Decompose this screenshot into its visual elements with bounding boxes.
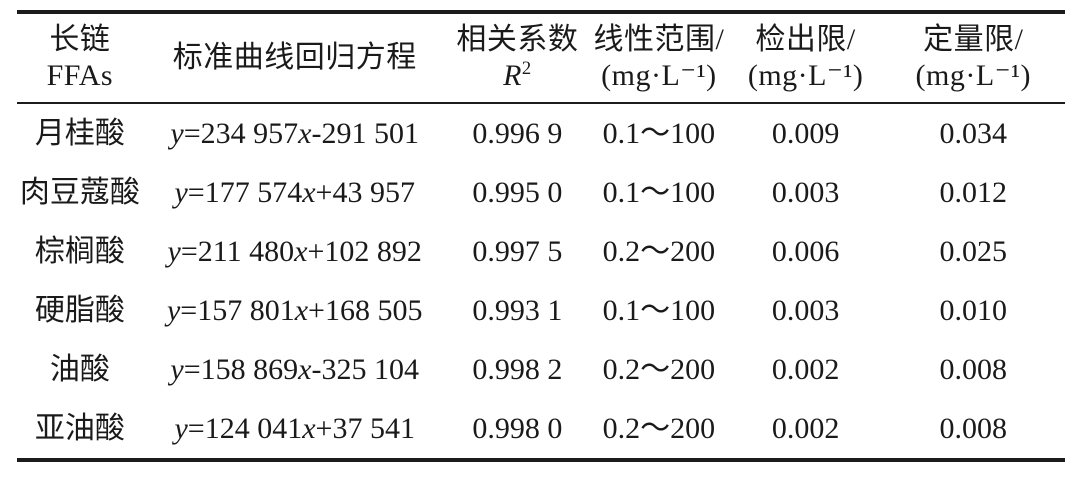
cell-quantification-limit: 0.010 bbox=[939, 293, 1008, 327]
cell-equation: y=158 869x-325 104 bbox=[170, 352, 419, 386]
header-row: 长链FFAs 标准曲线回归方程 相关系数 R2 线性范围/ (mg·L⁻¹) 检… bbox=[17, 12, 1065, 103]
cell-linear-range: 0.1～100 bbox=[602, 293, 716, 327]
cell-linear-range: 0.1～100 bbox=[602, 116, 716, 150]
cell-ffa-name: 硬脂酸 bbox=[34, 293, 125, 327]
column-header-label: 长链FFAs bbox=[46, 23, 114, 92]
column-header-unit: (mg·L⁻¹) bbox=[747, 59, 864, 92]
cell-r-squared: 0.998 2 bbox=[472, 352, 563, 386]
column-header-label: 标准曲线回归方程 bbox=[172, 41, 417, 74]
cell-quantification-limit: 0.008 bbox=[939, 352, 1008, 386]
column-header-unit: (mg·L⁻¹) bbox=[601, 59, 717, 92]
cell-detection-limit: 0.003 bbox=[771, 293, 840, 327]
cell-detection-limit: 0.002 bbox=[771, 352, 840, 386]
cell-equation: y=177 574x+43 957 bbox=[174, 175, 415, 209]
cell-equation: y=211 480x+102 892 bbox=[167, 234, 422, 268]
paper-table-figure: 长链FFAs 标准曲线回归方程 相关系数 R2 线性范围/ (mg·L⁻¹) 检… bbox=[17, 10, 1065, 462]
table-row: 棕榈酸 y=211 480x+102 892 0.997 5 0.2～200 0… bbox=[17, 222, 1065, 281]
cell-linear-range: 0.2～200 bbox=[602, 411, 716, 445]
table-row: 月桂酸 y=234 957x-291 501 0.996 9 0.1～100 0… bbox=[17, 103, 1065, 163]
cell-quantification-limit: 0.008 bbox=[939, 411, 1008, 445]
cell-ffa-name: 棕榈酸 bbox=[34, 234, 125, 268]
cell-r-squared: 0.993 1 bbox=[472, 293, 563, 327]
column-header-quantification-limit: 定量限/ (mg·L⁻¹) bbox=[882, 12, 1065, 103]
cell-detection-limit: 0.002 bbox=[771, 411, 840, 445]
cell-quantification-limit: 0.025 bbox=[939, 234, 1008, 268]
cell-ffa-name: 月桂酸 bbox=[34, 116, 125, 150]
cell-equation: y=124 041x+37 541 bbox=[174, 411, 415, 445]
table-row: 油酸 y=158 869x-325 104 0.998 2 0.2～200 0.… bbox=[17, 340, 1065, 399]
table-row: 肉豆蔻酸 y=177 574x+43 957 0.995 0 0.1～100 0… bbox=[17, 163, 1065, 222]
cell-quantification-limit: 0.034 bbox=[939, 116, 1008, 150]
cell-detection-limit: 0.006 bbox=[771, 234, 840, 268]
cell-linear-range: 0.2～200 bbox=[602, 352, 716, 386]
cell-linear-range: 0.2～200 bbox=[602, 234, 716, 268]
cell-equation: y=234 957x-291 501 bbox=[170, 116, 419, 150]
cell-equation: y=157 801x+168 505 bbox=[166, 293, 423, 327]
column-header-r-squared: 相关系数 R2 bbox=[447, 12, 588, 103]
table-body: 月桂酸 y=234 957x-291 501 0.996 9 0.1～100 0… bbox=[17, 103, 1065, 460]
cell-r-squared: 0.997 5 bbox=[472, 234, 563, 268]
cell-detection-limit: 0.003 bbox=[771, 175, 840, 209]
column-header-detection-limit: 检出限/ (mg·L⁻¹) bbox=[730, 12, 882, 103]
column-header-unit: (mg·L⁻¹) bbox=[915, 59, 1032, 92]
column-header-equation: 标准曲线回归方程 bbox=[143, 12, 447, 103]
table-row: 硬脂酸 y=157 801x+168 505 0.993 1 0.1～100 0… bbox=[17, 281, 1065, 340]
table-header: 长链FFAs 标准曲线回归方程 相关系数 R2 线性范围/ (mg·L⁻¹) 检… bbox=[17, 12, 1065, 103]
table-row: 亚油酸 y=124 041x+37 541 0.998 0 0.2～200 0.… bbox=[17, 399, 1065, 460]
column-header-label: 定量限/ bbox=[923, 23, 1024, 56]
cell-r-squared: 0.998 0 bbox=[472, 411, 563, 445]
column-header-label: 相关系数 bbox=[456, 23, 579, 56]
cell-ffa-name: 肉豆蔻酸 bbox=[19, 175, 140, 209]
cell-detection-limit: 0.009 bbox=[771, 116, 840, 150]
calibration-table: 长链FFAs 标准曲线回归方程 相关系数 R2 线性范围/ (mg·L⁻¹) 检… bbox=[17, 10, 1065, 462]
cell-r-squared: 0.995 0 bbox=[472, 175, 563, 209]
r-squared-symbol: R2 bbox=[503, 58, 532, 92]
cell-linear-range: 0.1～100 bbox=[602, 175, 716, 209]
column-header-linear-range: 线性范围/ (mg·L⁻¹) bbox=[588, 12, 729, 103]
column-header-label: 检出限/ bbox=[755, 23, 856, 56]
column-header-label: 线性范围/ bbox=[593, 23, 725, 56]
cell-r-squared: 0.996 9 bbox=[472, 116, 563, 150]
cell-ffa-name: 亚油酸 bbox=[34, 411, 125, 445]
column-header-ffa: 长链FFAs bbox=[17, 12, 143, 103]
cell-quantification-limit: 0.012 bbox=[939, 175, 1008, 209]
cell-ffa-name: 油酸 bbox=[49, 352, 110, 386]
